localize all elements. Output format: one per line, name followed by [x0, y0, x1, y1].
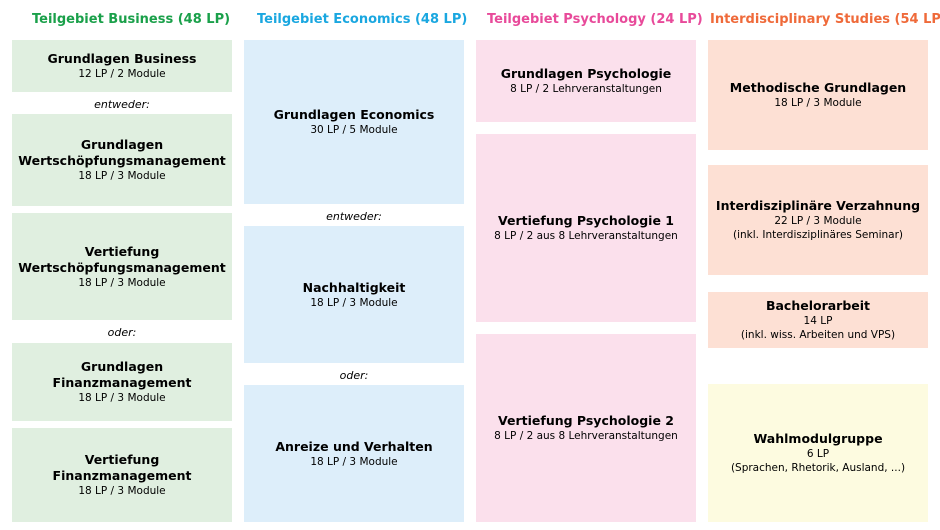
- box-sub: 18 LP / 3 Module: [310, 296, 398, 309]
- box-title: Grundlagen Psychologie: [500, 66, 672, 81]
- box-vertiefung-psychologie-2: Vertiefung Psychologie 2 8 LP / 2 aus 8 …: [476, 334, 696, 522]
- box-sub: 18 LP / 3 Module: [78, 170, 166, 182]
- box-note: (inkl. wiss. Arbeiten und VPS): [740, 329, 896, 341]
- box-vertiefung-psychologie-1: Vertiefung Psychologie 1 8 LP / 2 aus 8 …: [476, 134, 696, 322]
- box-note: (inkl. Interdisziplinäres Seminar): [733, 229, 903, 241]
- box-title: Nachhaltigkeit: [302, 279, 406, 295]
- box-anreize-verhalten: Anreize und Verhalten 18 LP / 3 Module: [244, 385, 464, 522]
- box-sub: 18 LP / 3 Module: [78, 276, 166, 289]
- box-sub: 8 LP / 2 aus 8 Lehrveranstaltungen: [494, 430, 678, 442]
- box-sub: 18 LP / 3 Module: [774, 97, 862, 109]
- box-grundlagen-business: Grundlagen Business 12 LP / 2 Module: [12, 40, 232, 92]
- box-title-line1: Grundlagen: [80, 359, 164, 374]
- column-title-interdisciplinary: Interdisciplinary Studies (54 LP): [710, 12, 940, 27]
- separator-oder: oder:: [339, 369, 369, 382]
- box-title-line2: Finanzmanagement: [52, 375, 192, 390]
- box-sub: 18 LP / 3 Module: [310, 455, 398, 468]
- box-sub: 18 LP / 3 Module: [78, 392, 166, 404]
- box-title-line2: Wertschöpfungsmanagement: [18, 153, 226, 168]
- box-sub: 8 LP / 2 Lehrveranstaltungen: [510, 83, 662, 95]
- box-title-line1: Vertiefung: [84, 452, 160, 467]
- box-sub: 8 LP / 2 aus 8 Lehrveranstaltungen: [494, 230, 678, 242]
- box-sub: 22 LP / 3 Module: [774, 215, 862, 227]
- separator-entweder: entweder:: [94, 98, 150, 111]
- separator-oder: oder:: [107, 326, 137, 339]
- box-sub: 14 LP: [803, 315, 833, 327]
- box-nachhaltigkeit: Nachhaltigkeit 18 LP / 3 Module: [244, 226, 464, 363]
- box-wahlmodulgruppe: Wahlmodulgruppe 6 LP (Sprachen, Rhetorik…: [708, 384, 928, 522]
- box-methodische-grundlagen: Methodische Grundlagen 18 LP / 3 Module: [708, 40, 928, 150]
- box-title: Wahlmodulgruppe: [753, 431, 883, 446]
- box-sub: 30 LP / 5 Module: [310, 124, 398, 136]
- box-grundlagen-psychologie: Grundlagen Psychologie 8 LP / 2 Lehrvera…: [476, 40, 696, 122]
- box-sub: 6 LP: [806, 448, 830, 460]
- box-title: Vertiefung Psychologie 1: [498, 213, 674, 228]
- box-sub: 12 LP / 2 Module: [78, 68, 166, 80]
- box-vertiefung-finanz: Vertiefung Finanzmanagement 18 LP / 3 Mo…: [12, 428, 232, 522]
- separator-entweder: entweder:: [326, 210, 382, 223]
- box-title-line2: Finanzmanagement: [52, 468, 192, 483]
- box-bachelorarbeit: Bachelorarbeit 14 LP (inkl. wiss. Arbeit…: [708, 292, 928, 348]
- column-title-psychology: Teilgebiet Psychology (24 LP): [487, 12, 703, 27]
- box-title: Interdisziplinäre Verzahnung: [715, 198, 921, 213]
- box-sub: 18 LP / 3 Module: [78, 485, 166, 497]
- box-grundlagen-finanz: Grundlagen Finanzmanagement 18 LP / 3 Mo…: [12, 343, 232, 421]
- box-title: Anreize und Verhalten: [275, 438, 433, 454]
- box-title: Vertiefung Psychologie 2: [498, 413, 674, 428]
- box-title: Bachelorarbeit: [765, 298, 871, 313]
- box-vertiefung-wertschoepfung: Vertiefung Wertschöpfungsmanagement 18 L…: [12, 213, 232, 320]
- box-title: Methodische Grundlagen: [729, 80, 907, 95]
- box-title: Grundlagen Economics: [273, 107, 435, 122]
- column-title-business: Teilgebiet Business (48 LP): [32, 12, 231, 27]
- box-interdisziplinaere-verzahnung: Interdisziplinäre Verzahnung 22 LP / 3 M…: [708, 165, 928, 275]
- box-grundlagen-wertschoepfung: Grundlagen Wertschöpfungsmanagement 18 L…: [12, 114, 232, 206]
- box-title-line2: Wertschöpfungsmanagement: [18, 259, 226, 275]
- box-title: Grundlagen Business: [47, 51, 197, 66]
- box-grundlagen-economics: Grundlagen Economics 30 LP / 5 Module: [244, 40, 464, 204]
- column-title-economics: Teilgebiet Economics (48 LP): [257, 12, 468, 27]
- box-title-line1: Vertiefung: [84, 243, 160, 259]
- box-note: (Sprachen, Rhetorik, Ausland, ...): [730, 462, 906, 474]
- box-title-line1: Grundlagen: [80, 137, 164, 152]
